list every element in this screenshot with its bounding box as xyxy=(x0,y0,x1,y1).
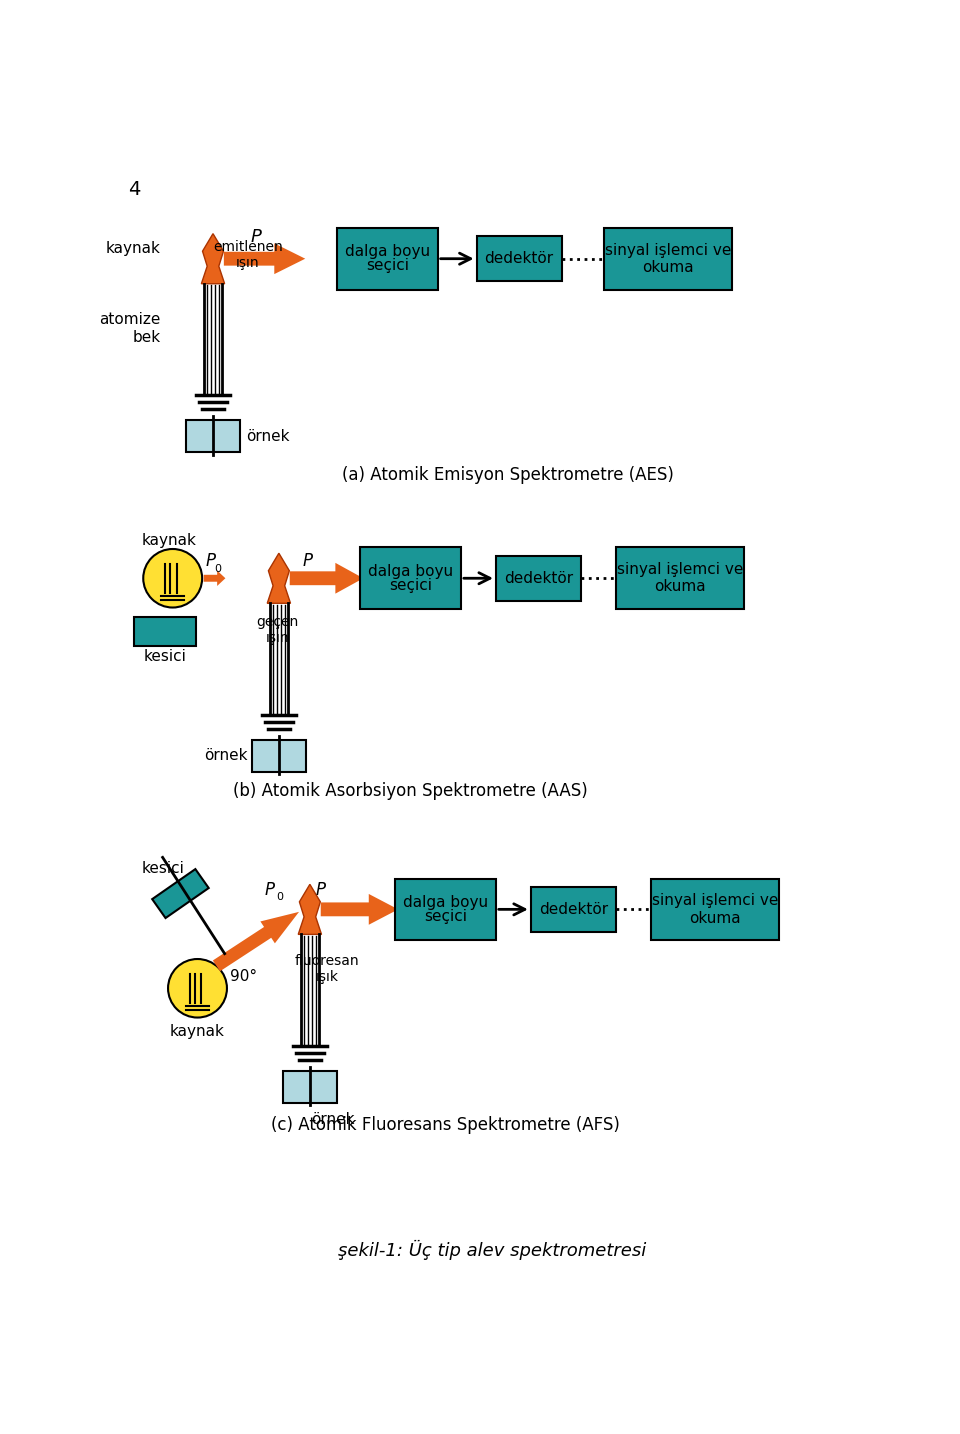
FancyBboxPatch shape xyxy=(360,548,461,609)
Text: örnek: örnek xyxy=(311,1113,355,1127)
Text: P: P xyxy=(302,552,312,571)
Text: şekil-1: Üç tip alev spektrometresi: şekil-1: Üç tip alev spektrometresi xyxy=(338,1240,646,1260)
FancyBboxPatch shape xyxy=(605,228,732,290)
Polygon shape xyxy=(290,564,363,594)
Text: seçici: seçici xyxy=(366,258,409,272)
Text: kesici: kesici xyxy=(142,862,184,876)
Text: örnek: örnek xyxy=(247,429,290,443)
Text: seçici: seçici xyxy=(389,578,432,592)
Text: (a) Atomik Emisyon Spektrometre (AES): (a) Atomik Emisyon Spektrometre (AES) xyxy=(342,466,673,485)
Polygon shape xyxy=(224,244,305,274)
Text: P: P xyxy=(251,228,261,247)
Polygon shape xyxy=(267,554,291,604)
Polygon shape xyxy=(321,893,398,925)
Text: dedektör: dedektör xyxy=(539,902,608,916)
FancyBboxPatch shape xyxy=(476,237,562,281)
FancyBboxPatch shape xyxy=(186,420,240,452)
FancyBboxPatch shape xyxy=(531,888,616,932)
Text: kaynak: kaynak xyxy=(141,532,196,548)
Circle shape xyxy=(168,959,227,1018)
Text: dedektör: dedektör xyxy=(504,571,573,585)
FancyBboxPatch shape xyxy=(651,879,779,941)
Text: kaynak: kaynak xyxy=(170,1024,225,1038)
Text: P: P xyxy=(206,552,216,571)
Circle shape xyxy=(143,549,203,608)
Text: sinyal işlemci ve
okuma: sinyal işlemci ve okuma xyxy=(652,893,778,925)
Text: fluoresan
ışık: fluoresan ışık xyxy=(295,954,359,984)
FancyBboxPatch shape xyxy=(283,1071,337,1103)
Polygon shape xyxy=(213,912,299,971)
Text: seçici: seçici xyxy=(424,909,467,923)
FancyBboxPatch shape xyxy=(252,740,306,771)
Polygon shape xyxy=(153,869,208,918)
Text: kesici: kesici xyxy=(143,650,186,664)
FancyBboxPatch shape xyxy=(396,879,496,941)
Text: atomize
bek: atomize bek xyxy=(99,313,160,344)
Text: P: P xyxy=(316,880,325,899)
Text: sinyal işlemci ve
okuma: sinyal işlemci ve okuma xyxy=(616,562,743,595)
Text: (b) Atomik Asorbsiyon Spektrometre (AAS): (b) Atomik Asorbsiyon Spektrometre (AAS) xyxy=(233,782,588,800)
Polygon shape xyxy=(299,885,322,935)
Text: dedektör: dedektör xyxy=(485,251,554,267)
Text: dalga boyu: dalga boyu xyxy=(368,564,453,579)
Text: dalga boyu: dalga boyu xyxy=(403,895,488,911)
Text: geçen
ışın: geçen ışın xyxy=(256,615,299,645)
Text: 0: 0 xyxy=(214,564,221,574)
Text: 0: 0 xyxy=(276,892,283,902)
Text: (c) Atomik Fluoresans Spektrometre (AFS): (c) Atomik Fluoresans Spektrometre (AFS) xyxy=(271,1116,620,1133)
FancyBboxPatch shape xyxy=(496,556,581,601)
Text: dalga boyu: dalga boyu xyxy=(345,244,430,260)
Text: sinyal işlemci ve
okuma: sinyal işlemci ve okuma xyxy=(605,242,732,275)
FancyBboxPatch shape xyxy=(616,548,744,609)
FancyBboxPatch shape xyxy=(337,228,438,290)
Polygon shape xyxy=(204,571,226,587)
Text: örnek: örnek xyxy=(204,749,248,763)
Text: 4: 4 xyxy=(128,179,140,198)
Polygon shape xyxy=(202,234,225,284)
Text: kaynak: kaynak xyxy=(106,241,160,257)
Text: P: P xyxy=(265,880,275,899)
Text: emitlenen
ışın: emitlenen ışın xyxy=(213,239,283,270)
Text: 90°: 90° xyxy=(230,969,257,984)
FancyBboxPatch shape xyxy=(134,617,196,645)
